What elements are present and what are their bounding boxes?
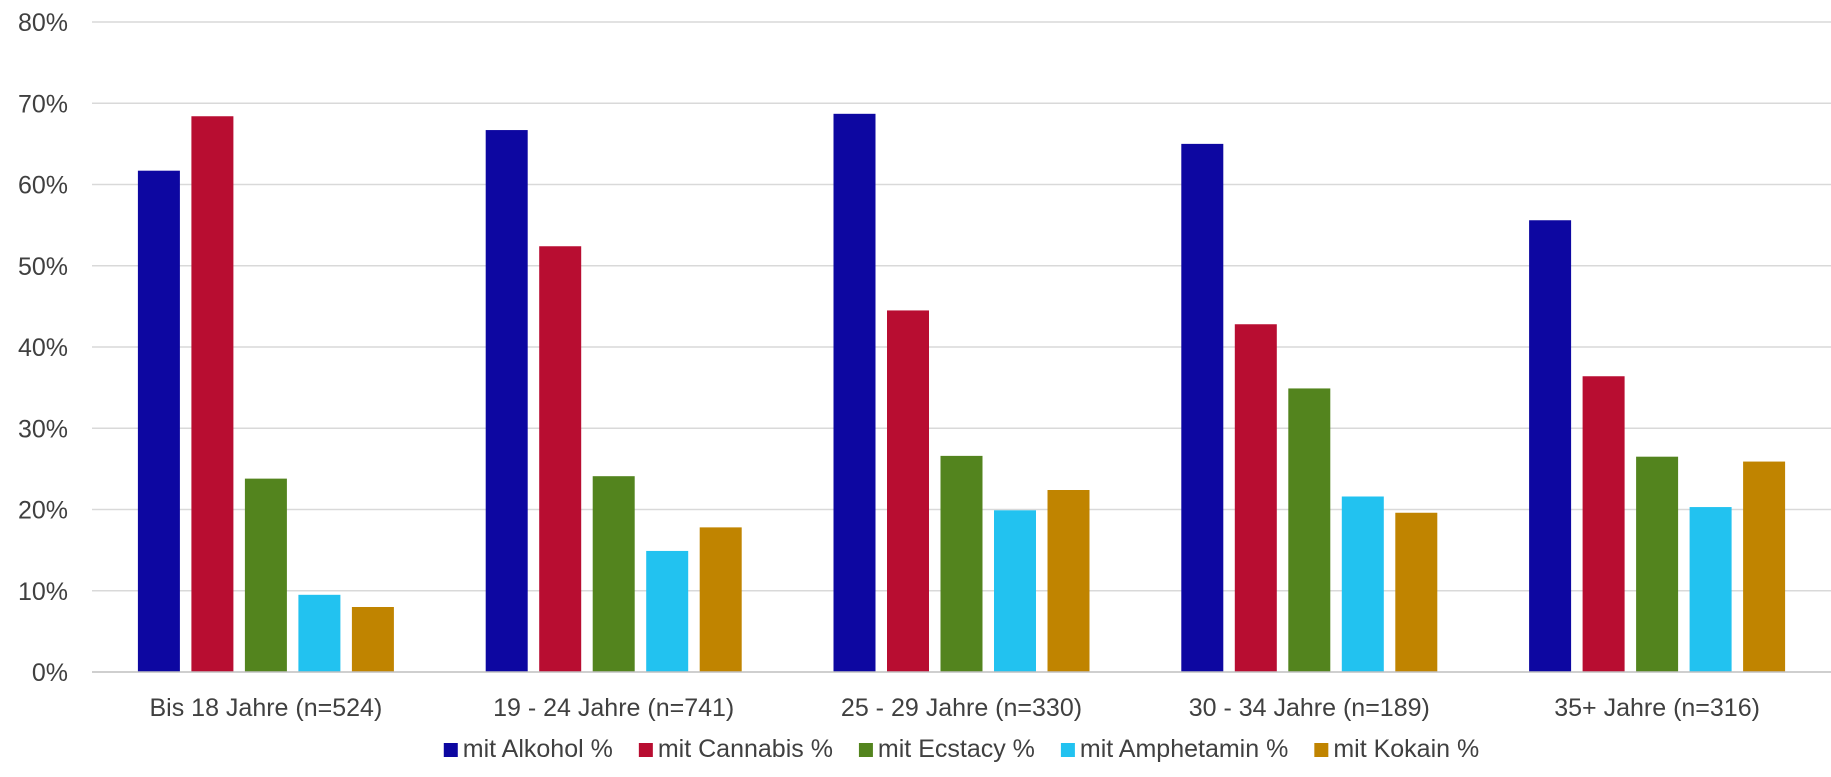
- bar: [699, 527, 742, 672]
- bar: [887, 310, 929, 672]
- legend-item: mit Kokain %: [1314, 735, 1479, 763]
- legend-swatch: [1314, 743, 1329, 757]
- legend-item: mit Amphetamin %: [1060, 735, 1288, 763]
- bar: [940, 455, 983, 672]
- legend-item: mit Alkohol %: [443, 735, 613, 763]
- bar: [994, 510, 1036, 672]
- x-tick-label: 19 - 24 Jahre (n=741): [493, 694, 734, 722]
- bar: [351, 607, 394, 672]
- gridlines: [92, 21, 1831, 592]
- bar: [244, 478, 287, 672]
- legend-swatch: [858, 743, 873, 757]
- bar: [137, 170, 180, 672]
- legend-label: mit Kokain %: [1333, 735, 1479, 763]
- bar: [1636, 456, 1679, 672]
- legend-label: mit Alkohol %: [463, 735, 613, 763]
- bar: [1529, 220, 1572, 672]
- y-tick-label: 10%: [18, 578, 68, 606]
- bar: [1341, 496, 1384, 672]
- x-tick-label: 35+ Jahre (n=316): [1554, 694, 1760, 722]
- legend-item: mit Cannabis %: [638, 735, 833, 763]
- bar: [539, 246, 582, 672]
- bar: [592, 476, 635, 672]
- y-axis-tick-labels: 0% 10% 20% 30% 40% 50% 60% 70% 80%: [18, 9, 68, 687]
- legend-swatch: [1060, 743, 1075, 757]
- legend-label: mit Cannabis %: [658, 735, 833, 763]
- y-tick-label: 60%: [18, 172, 68, 200]
- y-tick-label: 30%: [18, 415, 68, 443]
- y-tick-label: 50%: [18, 253, 68, 281]
- y-tick-label: 0%: [32, 659, 68, 687]
- bar: [191, 116, 234, 672]
- legend-label: mit Ecstacy %: [878, 735, 1035, 763]
- bar: [1181, 143, 1224, 672]
- legend-swatch: [638, 743, 653, 757]
- legend-label: mit Amphetamin %: [1080, 735, 1288, 763]
- bar: [298, 594, 341, 672]
- bar: [1689, 507, 1732, 672]
- bar: [1047, 490, 1090, 672]
- bars: [137, 113, 1786, 672]
- y-tick-label: 40%: [18, 334, 68, 362]
- x-tick-label: Bis 18 Jahre (n=524): [150, 694, 383, 722]
- bar: [833, 113, 876, 672]
- bar: [1743, 461, 1786, 672]
- x-axis-category-labels: Bis 18 Jahre (n=524) 19 - 24 Jahre (n=741…: [150, 694, 1760, 722]
- bar: [1288, 388, 1331, 672]
- y-tick-label: 20%: [18, 497, 68, 525]
- bar: [1395, 512, 1438, 672]
- bar: [646, 550, 689, 672]
- bar: [1234, 324, 1277, 672]
- legend: mit Alkohol % mit Cannabis % mit Ecstacy %…: [443, 735, 1479, 763]
- bar: [1582, 376, 1625, 672]
- x-tick-label: 25 - 29 Jahre (n=330): [841, 694, 1082, 722]
- bar: [485, 130, 528, 672]
- x-tick-label: 30 - 34 Jahre (n=189): [1189, 694, 1430, 722]
- legend-swatch: [443, 743, 458, 757]
- y-tick-label: 80%: [18, 9, 68, 37]
- y-tick-label: 70%: [18, 90, 68, 118]
- legend-item: mit Ecstacy %: [858, 735, 1035, 763]
